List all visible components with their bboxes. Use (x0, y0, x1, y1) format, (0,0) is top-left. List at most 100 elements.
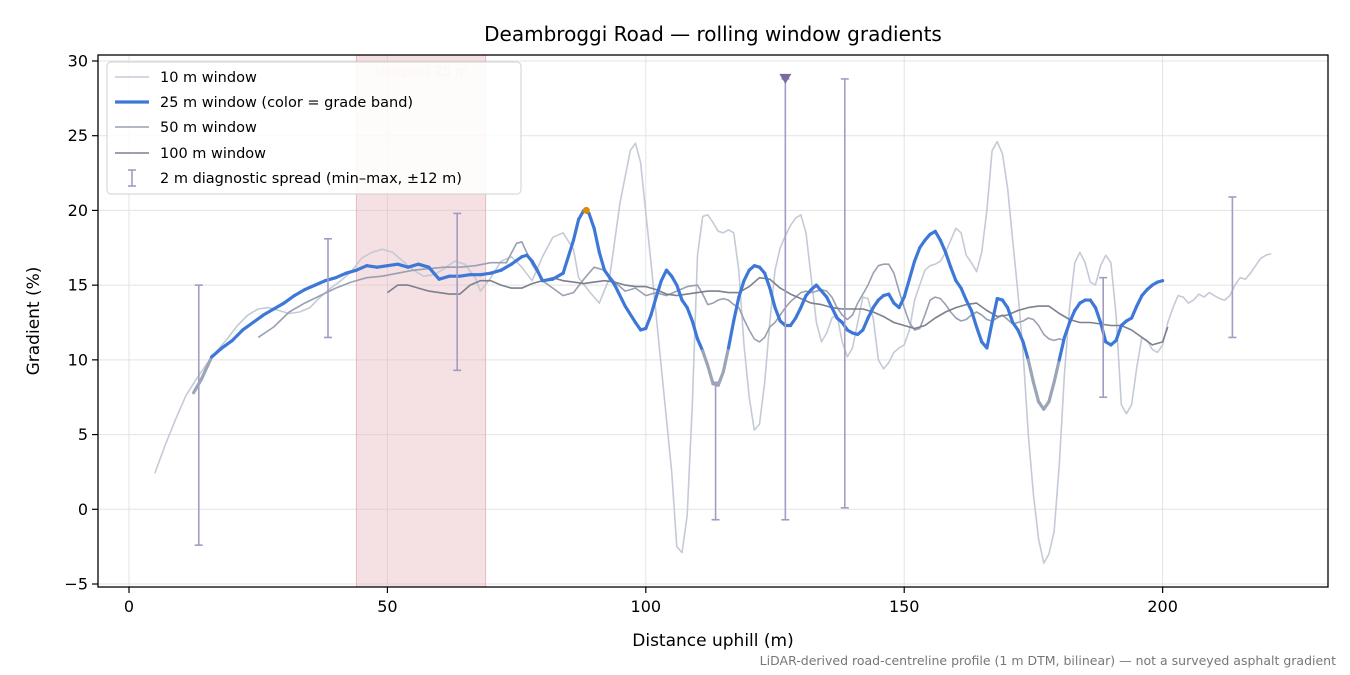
series-25m-segment (701, 349, 710, 368)
series-25m-segment (303, 283, 317, 292)
series-25m-segment (251, 313, 265, 325)
series-25m-segment (282, 293, 296, 305)
series-25m-segment (1005, 305, 1015, 325)
legend-box (106, 61, 522, 195)
error-bars (194, 78, 1237, 546)
series-25m-segment (272, 301, 286, 311)
x-tick-label: 150 (889, 597, 920, 616)
series-25m-segment (592, 226, 601, 254)
series-25m-segment (561, 238, 576, 275)
y-tick-label: 25 (68, 126, 88, 145)
series-25m-segment (416, 262, 431, 269)
series-25m-segment (571, 217, 581, 242)
series-25m-segment (210, 346, 224, 359)
series-25m-segment (323, 276, 338, 283)
series-25m-segment (587, 211, 596, 230)
series-25m-segment (742, 268, 751, 283)
series-25m-segment (830, 305, 839, 320)
series-25m-segment (1047, 380, 1056, 404)
series-line-3 (386, 276, 1169, 346)
series-25m-segment (949, 265, 958, 283)
legend-label-1: 25 m window (color = grade band) (160, 95, 413, 111)
series-25m-segment (385, 262, 400, 268)
series-25m-segment (969, 308, 979, 329)
series-25m-segment (535, 268, 545, 283)
chart-title: Deambroggi Road — rolling window gradien… (484, 22, 942, 46)
series-25m-segment (799, 293, 808, 310)
series-25m-segment (1062, 320, 1072, 340)
grid-lines (98, 55, 1328, 587)
series-25m-segment (261, 307, 276, 317)
series-25m-segment (602, 268, 617, 287)
series-25m-segment (427, 265, 441, 281)
x-axis-label: Distance uphill (m) (632, 631, 793, 651)
series-25m-segment (649, 295, 658, 317)
series-25m-segment (825, 295, 834, 310)
series-25m-segment (1026, 358, 1036, 384)
peak-gradient-marker (582, 206, 590, 214)
series-25m-segment (199, 355, 214, 381)
series-25m-segment (695, 337, 705, 353)
series-25m-segment (406, 262, 421, 269)
series-25m-segment (1155, 279, 1165, 284)
y-tick-label: 10 (68, 350, 88, 369)
series-25m-segment (1057, 335, 1067, 362)
series-25m-segment (334, 271, 348, 280)
series-25m-segment (220, 338, 234, 350)
footnote: LiDAR-derived road-centreline profile (1… (760, 653, 1336, 668)
series-25m-segment (732, 295, 741, 323)
series-25m-segment (1021, 340, 1030, 362)
y-axis-label: Gradient (%) (24, 267, 44, 376)
legend: 10 m window 25 m window (color = grade ba… (106, 61, 522, 195)
series-25m-segment (437, 274, 452, 281)
series-25m-segment (861, 316, 870, 332)
y-tick-label: 0 (78, 500, 88, 519)
x-tick-label: 100 (631, 597, 662, 616)
offscale-marker (779, 73, 792, 84)
series-25m-segment (623, 304, 638, 325)
series-25m-segment (499, 262, 514, 272)
markers (582, 73, 792, 214)
series-25m-segment (768, 286, 777, 310)
y-tick-label: 20 (68, 201, 88, 220)
legend-label-0: 10 m window (160, 70, 257, 86)
series-25m-segment (943, 250, 953, 269)
series-25m-segment (354, 264, 369, 272)
series-25m-segment (726, 319, 736, 350)
series-25m-segment (685, 305, 694, 323)
series-25m-segment (292, 288, 307, 298)
series-25m-segment (654, 279, 663, 299)
series-25m-segment (959, 286, 968, 302)
x-tick-label: 50 (377, 597, 397, 616)
series-25m-segment (313, 279, 327, 287)
series-25m-segment (706, 364, 715, 386)
series-25m-segment (866, 305, 875, 320)
axis-ticks: 0 50 100 150 200 −5 0 5 10 15 20 25 30 (64, 51, 1177, 616)
series-25m-segment (644, 313, 653, 331)
series-25m-segment (794, 305, 803, 320)
series-25m-segment (1114, 323, 1123, 343)
legend-label-2: 50 m window (160, 120, 257, 136)
series-25m-segment (192, 377, 203, 395)
series-25m-segment (990, 296, 999, 325)
series-25m-segment (540, 277, 555, 283)
series-25m-segment (659, 268, 669, 283)
series-25m-segment (613, 283, 627, 308)
series-25m-segment (985, 320, 994, 350)
series-25m-segment (344, 268, 359, 275)
y-tick-label: 30 (68, 51, 88, 70)
legend-label-errorbars: 2 m diagnostic spread (min–max, ±12 m) (160, 171, 462, 187)
series-25m-segment (670, 274, 679, 287)
series-25m-segment (721, 346, 731, 374)
series-25m-segment (509, 255, 524, 266)
series-25m-segment (489, 268, 503, 275)
plot-frame (97, 54, 1329, 588)
series-25m-segment (675, 283, 684, 302)
series-25m-segment (230, 328, 245, 343)
series-25m-segment (1052, 358, 1061, 384)
series-25m-segment (897, 295, 906, 310)
series-25m-segment (1135, 293, 1144, 308)
series-25m-segment (551, 271, 565, 281)
series-25m-segment (974, 325, 984, 344)
